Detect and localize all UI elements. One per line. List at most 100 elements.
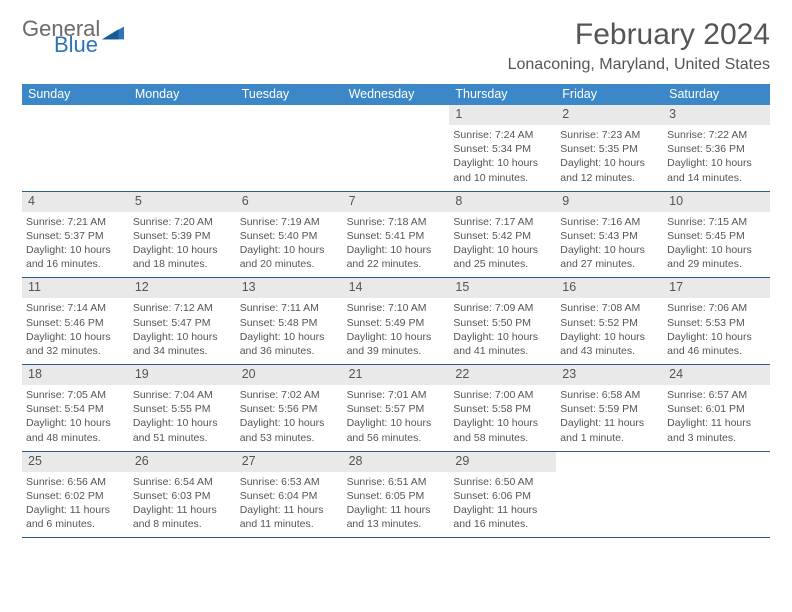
calendar-day-cell: 19Sunrise: 7:04 AMSunset: 5:55 PMDayligh… [129, 365, 236, 451]
day-number: 13 [236, 278, 343, 298]
day-detail: Sunrise: 7:09 AMSunset: 5:50 PMDaylight:… [449, 298, 556, 364]
day-detail: Sunrise: 7:15 AMSunset: 5:45 PMDaylight:… [663, 212, 770, 278]
calendar-week-row: 18Sunrise: 7:05 AMSunset: 5:54 PMDayligh… [22, 365, 770, 452]
day-number: 20 [236, 365, 343, 385]
calendar-day-cell: 29Sunrise: 6:50 AMSunset: 6:06 PMDayligh… [449, 452, 556, 538]
calendar-week-row: 4Sunrise: 7:21 AMSunset: 5:37 PMDaylight… [22, 192, 770, 279]
day-number: 15 [449, 278, 556, 298]
brand-logo: General Blue [22, 18, 124, 56]
day-detail: Sunrise: 6:51 AMSunset: 6:05 PMDaylight:… [343, 472, 450, 538]
day-number: 3 [663, 105, 770, 125]
day-detail: Sunrise: 7:16 AMSunset: 5:43 PMDaylight:… [556, 212, 663, 278]
day-number: 23 [556, 365, 663, 385]
calendar-day-cell [663, 452, 770, 538]
calendar-day-cell: 9Sunrise: 7:16 AMSunset: 5:43 PMDaylight… [556, 192, 663, 278]
weekday-header-cell: Monday [129, 84, 236, 105]
day-number: 8 [449, 192, 556, 212]
day-detail: Sunrise: 7:04 AMSunset: 5:55 PMDaylight:… [129, 385, 236, 451]
day-detail: Sunrise: 7:21 AMSunset: 5:37 PMDaylight:… [22, 212, 129, 278]
calendar-day-cell: 2Sunrise: 7:23 AMSunset: 5:35 PMDaylight… [556, 105, 663, 191]
calendar-day-cell: 24Sunrise: 6:57 AMSunset: 6:01 PMDayligh… [663, 365, 770, 451]
calendar-day-cell: 15Sunrise: 7:09 AMSunset: 5:50 PMDayligh… [449, 278, 556, 364]
calendar-day-cell: 20Sunrise: 7:02 AMSunset: 5:56 PMDayligh… [236, 365, 343, 451]
calendar-day-cell: 23Sunrise: 6:58 AMSunset: 5:59 PMDayligh… [556, 365, 663, 451]
day-number: 1 [449, 105, 556, 125]
day-number: 19 [129, 365, 236, 385]
day-number: 5 [129, 192, 236, 212]
day-detail: Sunrise: 6:53 AMSunset: 6:04 PMDaylight:… [236, 472, 343, 538]
calendar-day-cell: 7Sunrise: 7:18 AMSunset: 5:41 PMDaylight… [343, 192, 450, 278]
weekday-header-row: SundayMondayTuesdayWednesdayThursdayFrid… [22, 84, 770, 105]
day-number: 18 [22, 365, 129, 385]
day-detail: Sunrise: 7:18 AMSunset: 5:41 PMDaylight:… [343, 212, 450, 278]
day-number: 26 [129, 452, 236, 472]
day-number: 11 [22, 278, 129, 298]
day-number: 4 [22, 192, 129, 212]
weekday-header-cell: Wednesday [343, 84, 450, 105]
calendar-week-row: 1Sunrise: 7:24 AMSunset: 5:34 PMDaylight… [22, 105, 770, 192]
day-number: 22 [449, 365, 556, 385]
day-number: 24 [663, 365, 770, 385]
day-detail: Sunrise: 7:01 AMSunset: 5:57 PMDaylight:… [343, 385, 450, 451]
calendar-day-cell: 4Sunrise: 7:21 AMSunset: 5:37 PMDaylight… [22, 192, 129, 278]
day-number: 9 [556, 192, 663, 212]
day-number: 7 [343, 192, 450, 212]
day-number: 27 [236, 452, 343, 472]
day-detail: Sunrise: 7:02 AMSunset: 5:56 PMDaylight:… [236, 385, 343, 451]
calendar-day-cell [556, 452, 663, 538]
day-detail: Sunrise: 6:57 AMSunset: 6:01 PMDaylight:… [663, 385, 770, 451]
day-detail: Sunrise: 7:22 AMSunset: 5:36 PMDaylight:… [663, 125, 770, 191]
calendar-day-cell: 26Sunrise: 6:54 AMSunset: 6:03 PMDayligh… [129, 452, 236, 538]
day-detail: Sunrise: 6:50 AMSunset: 6:06 PMDaylight:… [449, 472, 556, 538]
calendar-day-cell: 3Sunrise: 7:22 AMSunset: 5:36 PMDaylight… [663, 105, 770, 191]
calendar-day-cell [22, 105, 129, 191]
day-detail: Sunrise: 6:56 AMSunset: 6:02 PMDaylight:… [22, 472, 129, 538]
day-detail: Sunrise: 7:17 AMSunset: 5:42 PMDaylight:… [449, 212, 556, 278]
day-number: 17 [663, 278, 770, 298]
calendar-day-cell: 21Sunrise: 7:01 AMSunset: 5:57 PMDayligh… [343, 365, 450, 451]
calendar-day-cell: 1Sunrise: 7:24 AMSunset: 5:34 PMDaylight… [449, 105, 556, 191]
calendar-day-cell: 22Sunrise: 7:00 AMSunset: 5:58 PMDayligh… [449, 365, 556, 451]
calendar-day-cell: 28Sunrise: 6:51 AMSunset: 6:05 PMDayligh… [343, 452, 450, 538]
day-number: 21 [343, 365, 450, 385]
day-number: 14 [343, 278, 450, 298]
month-title: February 2024 [508, 18, 770, 52]
day-number: 28 [343, 452, 450, 472]
day-detail: Sunrise: 7:05 AMSunset: 5:54 PMDaylight:… [22, 385, 129, 451]
calendar-day-cell: 12Sunrise: 7:12 AMSunset: 5:47 PMDayligh… [129, 278, 236, 364]
day-number: 6 [236, 192, 343, 212]
day-number: 10 [663, 192, 770, 212]
day-detail: Sunrise: 7:23 AMSunset: 5:35 PMDaylight:… [556, 125, 663, 191]
calendar-day-cell: 10Sunrise: 7:15 AMSunset: 5:45 PMDayligh… [663, 192, 770, 278]
day-detail: Sunrise: 7:06 AMSunset: 5:53 PMDaylight:… [663, 298, 770, 364]
day-detail: Sunrise: 7:11 AMSunset: 5:48 PMDaylight:… [236, 298, 343, 364]
calendar-day-cell [236, 105, 343, 191]
calendar-grid: SundayMondayTuesdayWednesdayThursdayFrid… [22, 84, 770, 538]
calendar-day-cell: 18Sunrise: 7:05 AMSunset: 5:54 PMDayligh… [22, 365, 129, 451]
calendar-week-row: 11Sunrise: 7:14 AMSunset: 5:46 PMDayligh… [22, 278, 770, 365]
calendar-day-cell: 13Sunrise: 7:11 AMSunset: 5:48 PMDayligh… [236, 278, 343, 364]
weekday-header-cell: Sunday [22, 84, 129, 105]
day-detail: Sunrise: 7:10 AMSunset: 5:49 PMDaylight:… [343, 298, 450, 364]
day-detail: Sunrise: 7:19 AMSunset: 5:40 PMDaylight:… [236, 212, 343, 278]
day-detail: Sunrise: 7:08 AMSunset: 5:52 PMDaylight:… [556, 298, 663, 364]
calendar-day-cell [343, 105, 450, 191]
calendar-day-cell: 16Sunrise: 7:08 AMSunset: 5:52 PMDayligh… [556, 278, 663, 364]
calendar-day-cell: 5Sunrise: 7:20 AMSunset: 5:39 PMDaylight… [129, 192, 236, 278]
calendar-day-cell: 27Sunrise: 6:53 AMSunset: 6:04 PMDayligh… [236, 452, 343, 538]
location-subtitle: Lonaconing, Maryland, United States [508, 56, 770, 74]
brand-text-2: Blue [54, 34, 124, 56]
calendar-day-cell: 11Sunrise: 7:14 AMSunset: 5:46 PMDayligh… [22, 278, 129, 364]
day-detail: Sunrise: 7:14 AMSunset: 5:46 PMDaylight:… [22, 298, 129, 364]
calendar-day-cell: 8Sunrise: 7:17 AMSunset: 5:42 PMDaylight… [449, 192, 556, 278]
calendar-day-cell: 17Sunrise: 7:06 AMSunset: 5:53 PMDayligh… [663, 278, 770, 364]
day-detail: Sunrise: 7:24 AMSunset: 5:34 PMDaylight:… [449, 125, 556, 191]
day-detail: Sunrise: 7:12 AMSunset: 5:47 PMDaylight:… [129, 298, 236, 364]
calendar-day-cell: 6Sunrise: 7:19 AMSunset: 5:40 PMDaylight… [236, 192, 343, 278]
day-number: 25 [22, 452, 129, 472]
day-detail: Sunrise: 6:54 AMSunset: 6:03 PMDaylight:… [129, 472, 236, 538]
calendar-day-cell: 14Sunrise: 7:10 AMSunset: 5:49 PMDayligh… [343, 278, 450, 364]
calendar-day-cell: 25Sunrise: 6:56 AMSunset: 6:02 PMDayligh… [22, 452, 129, 538]
weekday-header-cell: Saturday [663, 84, 770, 105]
day-detail: Sunrise: 7:20 AMSunset: 5:39 PMDaylight:… [129, 212, 236, 278]
